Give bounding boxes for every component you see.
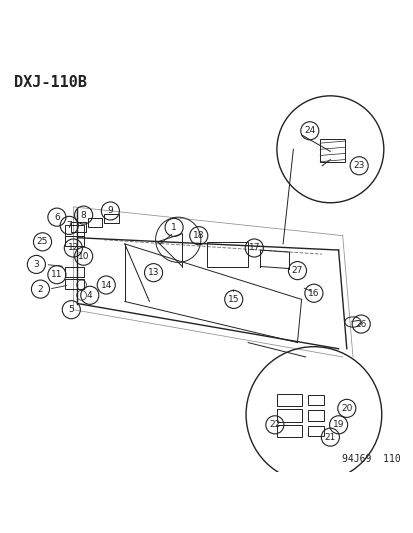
Text: 22: 22: [268, 421, 280, 429]
Text: 20: 20: [340, 404, 351, 413]
Text: 18: 18: [192, 231, 204, 240]
Bar: [206, 242, 247, 266]
Text: 9: 9: [107, 206, 113, 215]
Text: 11: 11: [51, 270, 62, 279]
Bar: [307, 426, 323, 437]
Text: 15: 15: [228, 295, 239, 304]
Text: 17: 17: [248, 244, 259, 253]
Text: 21: 21: [324, 433, 335, 442]
Text: 12: 12: [67, 244, 79, 253]
Text: 26: 26: [355, 320, 366, 328]
Bar: [307, 410, 323, 421]
Text: 24: 24: [304, 126, 315, 135]
Text: 19: 19: [332, 421, 344, 429]
Bar: [65, 225, 83, 236]
Text: 23: 23: [353, 161, 364, 170]
Bar: [65, 236, 83, 246]
Text: 7: 7: [66, 221, 72, 230]
Text: 3: 3: [33, 260, 39, 269]
Text: 94J69  110: 94J69 110: [341, 454, 399, 464]
Bar: [307, 395, 323, 405]
Text: 6: 6: [54, 213, 59, 222]
Bar: [276, 425, 301, 437]
Text: 2: 2: [38, 285, 43, 294]
Text: 27: 27: [291, 266, 302, 275]
Text: 8: 8: [81, 211, 86, 220]
Text: 5: 5: [68, 305, 74, 314]
Bar: [88, 219, 102, 228]
Bar: [65, 279, 83, 289]
Text: 4: 4: [87, 291, 93, 300]
Bar: [71, 222, 85, 231]
Bar: [319, 139, 344, 161]
Text: 10: 10: [78, 252, 89, 261]
Bar: [65, 266, 83, 277]
Bar: [104, 214, 118, 223]
Text: 25: 25: [37, 237, 48, 246]
Text: 13: 13: [147, 268, 159, 277]
Bar: [276, 393, 301, 406]
Text: DXJ-110B: DXJ-110B: [14, 75, 86, 90]
Text: 16: 16: [307, 289, 319, 298]
Text: 1: 1: [171, 223, 176, 232]
Text: 14: 14: [100, 280, 112, 289]
Bar: [276, 409, 301, 422]
